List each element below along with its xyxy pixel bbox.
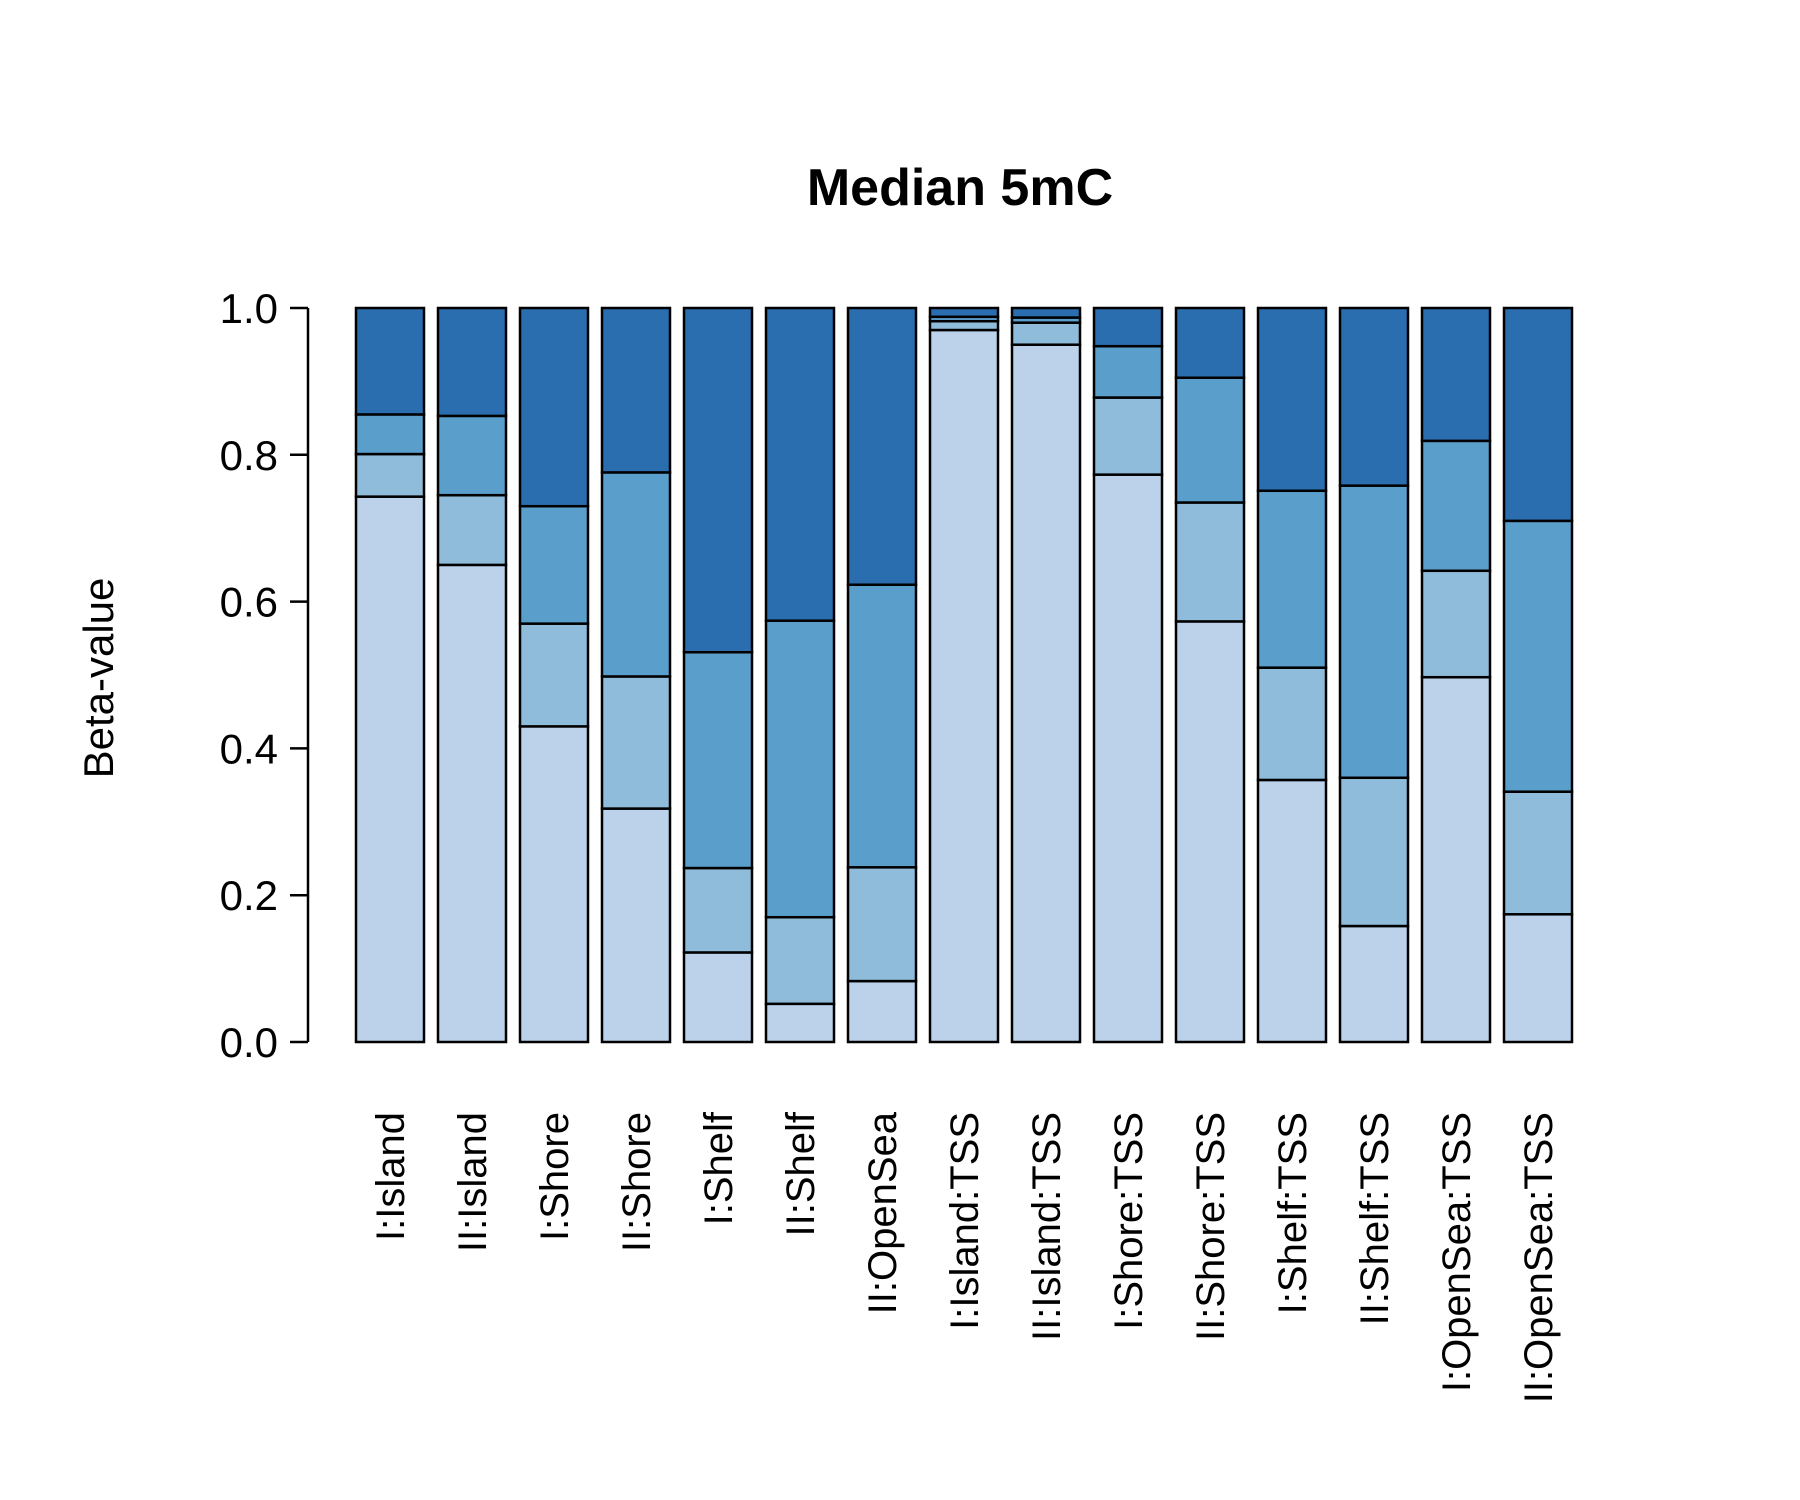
category-label: I:Shelf:TSS: [1271, 1112, 1315, 1314]
bar-segment: [518, 622, 590, 728]
category-label: II:Shelf: [779, 1111, 823, 1236]
chart-title: Median 5mC: [807, 159, 1113, 217]
bar-segment: [1174, 501, 1246, 623]
category-label: I:Shelf: [697, 1111, 741, 1225]
bar-segment: [600, 807, 672, 1044]
bar-segment: [518, 725, 590, 1044]
bar-segment: [846, 866, 918, 983]
category-label: II:OpenSea:TSS: [1517, 1112, 1561, 1403]
bar-segment: [1338, 306, 1410, 487]
bar-segment: [1010, 306, 1082, 319]
bar-segment: [928, 319, 1000, 332]
bar-segment: [682, 951, 754, 1044]
category-label: I:OpenSea:TSS: [1435, 1112, 1479, 1392]
category-label: I:Island:TSS: [943, 1112, 987, 1330]
bar-segment: [1092, 306, 1164, 348]
category-label: II:Shore: [615, 1112, 659, 1252]
y-tick-label: 1.0: [220, 285, 278, 332]
bar-segment: [1502, 913, 1574, 1044]
bar-segment: [354, 306, 426, 416]
bar-segment: [1174, 620, 1246, 1044]
bar-segment: [764, 915, 836, 1006]
y-tick-label: 0.4: [220, 725, 278, 772]
category-label: I:Shore:TSS: [1107, 1112, 1151, 1330]
bar-segment: [1256, 306, 1328, 493]
bar-segment: [1092, 473, 1164, 1044]
bar-segment: [1010, 343, 1082, 1044]
bar-segment: [1420, 306, 1492, 443]
bar-segment: [1256, 489, 1328, 669]
y-tick-label: 0.0: [220, 1019, 278, 1066]
bar-segment: [1256, 666, 1328, 782]
bar-segment: [1338, 924, 1410, 1044]
bar-segment: [518, 504, 590, 625]
bar-segment: [1420, 675, 1492, 1044]
bar-segment: [846, 979, 918, 1044]
category-label: II:Shelf:TSS: [1353, 1112, 1397, 1325]
bar-segment: [436, 563, 508, 1044]
bar-segment: [682, 866, 754, 954]
y-tick-label: 0.2: [220, 872, 278, 919]
bar-segment: [928, 328, 1000, 1044]
y-tick-label: 0.6: [220, 579, 278, 626]
category-label: II:Island:TSS: [1025, 1112, 1069, 1341]
category-label: I:Island: [369, 1112, 413, 1241]
bar-segment: [764, 306, 836, 622]
bar-segment: [764, 1002, 836, 1044]
bar-segment: [1010, 321, 1082, 346]
bar-segment: [1174, 376, 1246, 504]
bar-segment: [354, 413, 426, 456]
bar-segment: [436, 306, 508, 418]
bar-segment: [600, 471, 672, 678]
bar-segment: [1092, 344, 1164, 399]
bar-segment: [682, 650, 754, 870]
bar-segment: [1420, 569, 1492, 679]
bar-segment: [600, 675, 672, 810]
category-label: II:Shore:TSS: [1189, 1112, 1233, 1341]
bar-segment: [1338, 484, 1410, 780]
bar-segment: [1338, 776, 1410, 928]
bar-segment: [354, 452, 426, 498]
y-axis: 0.0 0.2 0.4 0.6 0.8 1.0: [220, 285, 310, 1066]
bar-segment: [1174, 306, 1246, 379]
category-label: II:OpenSea: [861, 1111, 905, 1314]
y-axis-label: Beta-value: [75, 578, 122, 779]
bars: [354, 306, 1574, 1044]
bar-segment: [928, 306, 1000, 319]
bar-segment: [682, 306, 754, 654]
bar-segment: [354, 495, 426, 1044]
category-label: II:Island: [451, 1112, 495, 1252]
bar-segment: [846, 306, 918, 586]
bar-segment: [1092, 396, 1164, 476]
bar-segment: [436, 414, 508, 497]
category-label: I:Shore: [533, 1112, 577, 1241]
bar-segment: [600, 306, 672, 474]
y-tick-label: 0.8: [220, 432, 278, 479]
bar-segment: [1502, 519, 1574, 793]
bar-segment: [1256, 778, 1328, 1044]
bar-segment: [1420, 439, 1492, 573]
bar-segment: [1502, 790, 1574, 916]
category-labels: I:Island II:Island I:Shore II:Shore I:Shelf I…: [369, 1111, 1561, 1403]
bar-segment: [764, 619, 836, 919]
bar-segment: [846, 583, 918, 869]
bar-segment: [1502, 306, 1574, 523]
bar-segment: [518, 306, 590, 508]
bar-segment: [436, 493, 508, 567]
